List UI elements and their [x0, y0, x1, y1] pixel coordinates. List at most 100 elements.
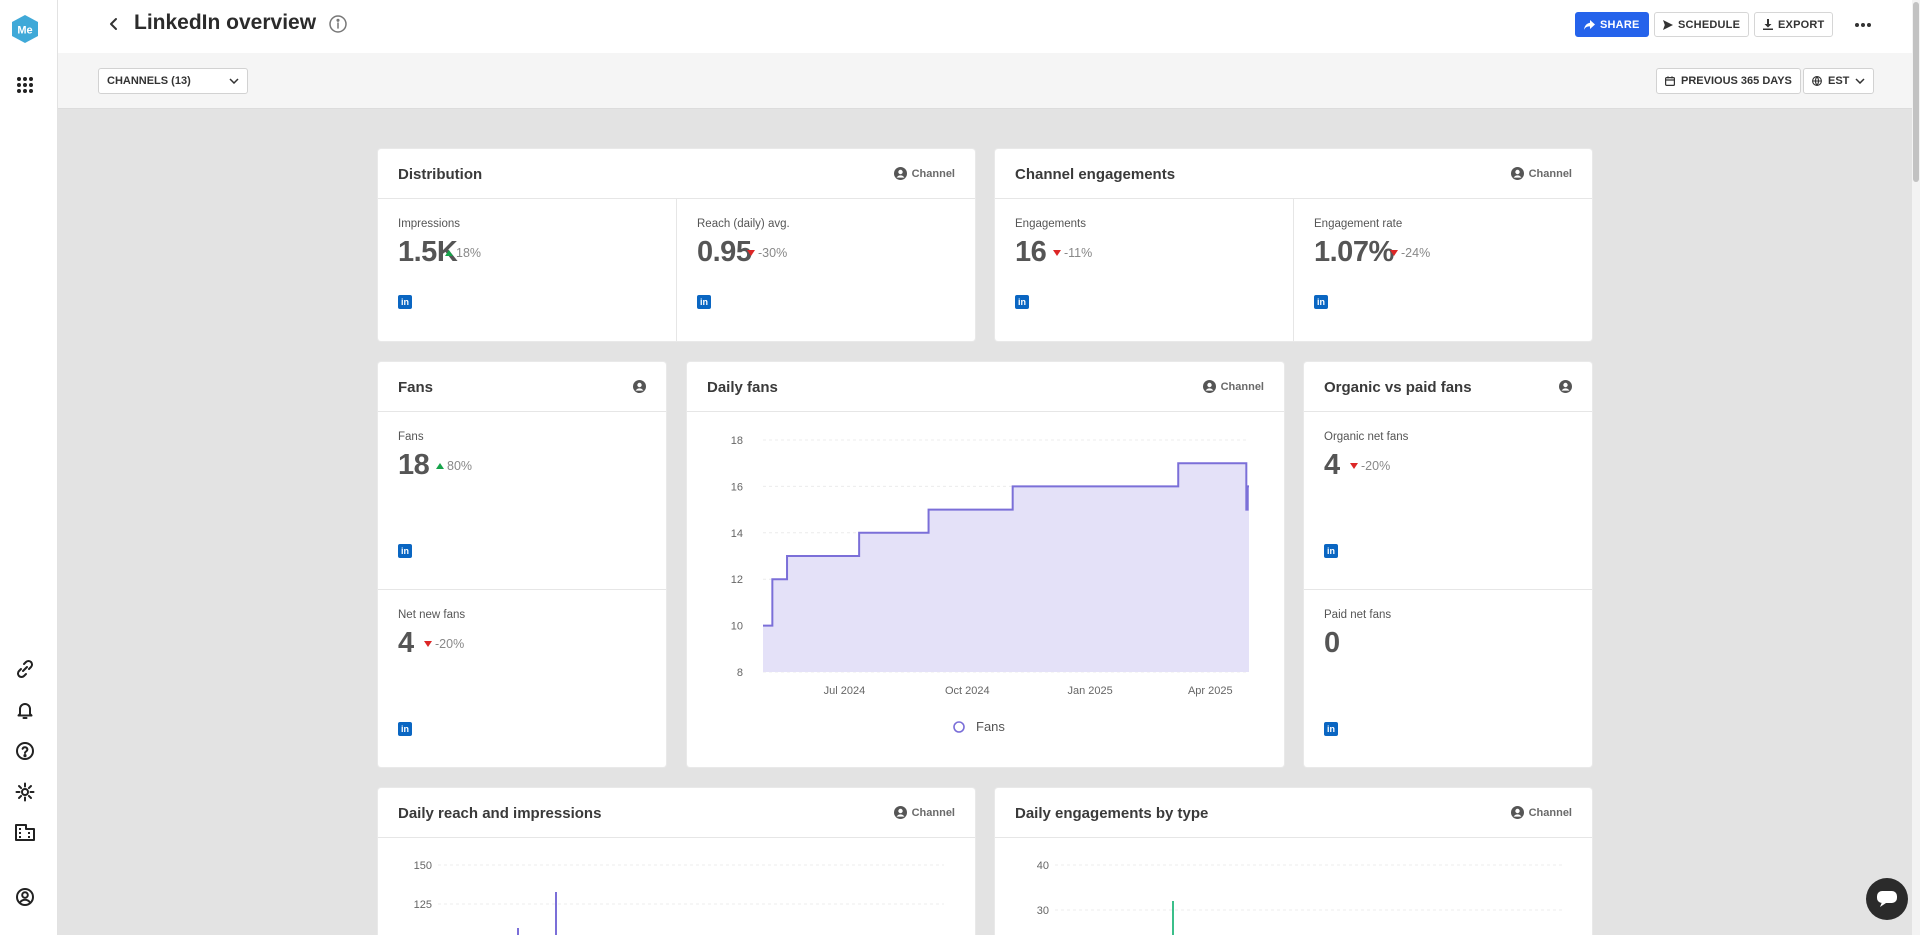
delta-value: 80%: [447, 459, 473, 473]
linkedin-icon: in: [398, 295, 412, 309]
more-options-button[interactable]: [1848, 12, 1878, 37]
scrollbar-thumb[interactable]: [1913, 2, 1919, 182]
legend-label: Fans: [976, 719, 1005, 734]
bell-icon[interactable]: [12, 697, 38, 723]
user-circle-icon: [1510, 167, 1524, 180]
y-tick-label: 12: [731, 574, 743, 586]
scrollbar[interactable]: [1912, 0, 1920, 935]
channels-dropdown[interactable]: CHANNELS (13): [98, 68, 248, 94]
linkedin-icon: in: [1324, 544, 1338, 558]
card-title: Distribution: [398, 166, 483, 183]
metric-value: 1.07%: [1314, 236, 1394, 268]
chevron-left-icon: [110, 18, 117, 30]
info-icon[interactable]: [328, 14, 348, 34]
channel-tag-label: Channel: [1528, 167, 1572, 180]
delta-badge: -20%: [1350, 459, 1390, 473]
card-header: Daily fans Channel: [687, 362, 1284, 412]
linkedin-icon: in: [1015, 295, 1029, 309]
building-icon[interactable]: [12, 819, 38, 845]
divider: [378, 589, 666, 590]
user-circle-icon: [1510, 806, 1524, 819]
metric-label: Organic net fans: [1324, 431, 1409, 443]
trend-up-icon: [445, 250, 453, 256]
channel-tag-label: Channel: [911, 806, 955, 819]
metric-label: Net new fans: [398, 609, 466, 621]
channel-tag: Channel: [1202, 380, 1264, 393]
y-tick-label: 14: [731, 528, 743, 540]
trend-up-icon: [436, 463, 444, 469]
trend-down-icon: [424, 641, 432, 647]
impressions-metric: Impressions 1.5K 18% in: [378, 199, 676, 341]
back-button[interactable]: [104, 14, 124, 34]
fans-metric: Fans 18 80% in: [378, 412, 666, 589]
daily-reach-card: Daily reach and impressions Channel 150 1…: [378, 788, 975, 935]
divider: [1293, 199, 1294, 341]
page-title: LinkedIn overview: [134, 11, 317, 34]
fans-card: Fans Fans 18 80% in Net new fans 4 -20% …: [378, 362, 666, 767]
engagement-rate-metric: Engagement rate 1.07% -24% in: [1294, 199, 1592, 341]
metric-value: 0.95: [697, 236, 752, 268]
card-header: Fans: [378, 362, 666, 412]
divider: [1304, 589, 1592, 590]
organic-net-fans-metric: Organic net fans 4 -20% in: [1304, 412, 1592, 589]
metric-label: Reach (daily) avg.: [697, 218, 790, 230]
paid-net-fans-metric: Paid net fans 0 in: [1304, 590, 1592, 767]
user-circle-icon: [893, 167, 907, 180]
card-title: Channel engagements: [1015, 166, 1176, 183]
y-tick-label: 18: [731, 435, 743, 447]
chat-icon: [1877, 891, 1897, 907]
metric-label: Engagements: [1015, 218, 1086, 230]
metric-value: 4: [1324, 449, 1340, 481]
y-tick-label: 10: [731, 621, 743, 633]
channel-tag: Channel: [1510, 167, 1572, 180]
chat-button[interactable]: [1866, 878, 1908, 920]
metric-label: Fans: [398, 431, 424, 443]
export-button[interactable]: EXPORT: [1754, 12, 1834, 37]
channel-tag-label: Channel: [911, 167, 955, 180]
metric-label: Impressions: [398, 218, 460, 230]
y-tick-label: 8: [737, 667, 743, 679]
channel-tag-label: Channel: [1220, 380, 1264, 393]
timezone-dropdown[interactable]: EST: [1803, 68, 1875, 94]
delta-value: -24%: [1401, 246, 1431, 260]
user-circle-icon: [893, 806, 907, 819]
apps-grid-icon[interactable]: [12, 72, 38, 98]
user-circle-icon: [1202, 380, 1216, 393]
y-tick-label: 125: [414, 899, 432, 911]
channel-tag: [633, 380, 646, 393]
export-button-label: EXPORT: [1778, 18, 1825, 31]
channel-tag: [1559, 380, 1572, 393]
delta-value: -20%: [435, 637, 465, 651]
daily-reach-chart: 150 125: [414, 860, 944, 935]
organic-vs-paid-card: Organic vs paid fans Organic net fans 4 …: [1304, 362, 1592, 767]
channel-tag: Channel: [893, 806, 955, 819]
date-range-button[interactable]: PREVIOUS 365 DAYS: [1656, 68, 1801, 94]
trend-down-icon: [747, 250, 755, 256]
more-horizontal-icon: [1855, 22, 1871, 27]
delta-badge: 80%: [436, 459, 472, 473]
delta-value: -11%: [1064, 246, 1093, 260]
help-icon[interactable]: [12, 738, 38, 764]
timezone-label: EST: [1828, 75, 1850, 87]
chevron-down-icon: [229, 78, 239, 84]
gear-icon[interactable]: [12, 779, 38, 805]
svg-text:Me: Me: [17, 25, 32, 37]
y-tick-label: 16: [731, 481, 743, 493]
x-tick-label: Jan 2025: [1067, 685, 1112, 697]
reach-metric: Reach (daily) avg. 0.95 -30% in: [677, 199, 975, 341]
app-logo[interactable]: Me: [11, 14, 39, 44]
send-icon: [1663, 19, 1673, 30]
card-title: Fans: [398, 379, 434, 396]
date-range-label: PREVIOUS 365 DAYS: [1681, 75, 1792, 87]
download-icon: [1763, 19, 1773, 30]
share-button[interactable]: SHARE: [1575, 12, 1649, 37]
user-circle-icon[interactable]: [12, 884, 38, 910]
schedule-button[interactable]: SCHEDULE: [1654, 12, 1750, 37]
delta-badge: -11%: [1053, 246, 1092, 260]
link-icon[interactable]: [12, 656, 38, 682]
card-title: Daily reach and impressions: [398, 805, 602, 822]
card-title: Daily engagements by type: [1015, 805, 1209, 822]
calendar-icon: [1665, 76, 1675, 86]
delta-badge: -20%: [424, 637, 464, 651]
delta-value: -30%: [758, 246, 788, 260]
